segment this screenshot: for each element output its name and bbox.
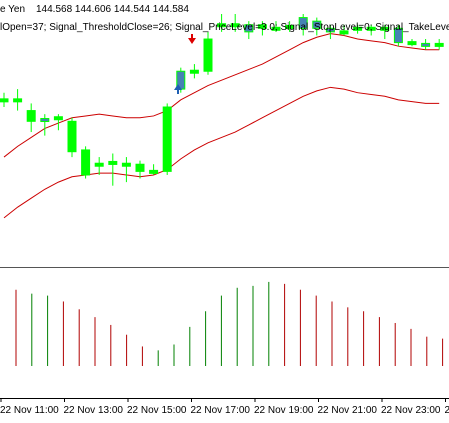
candle-body xyxy=(353,26,363,31)
candle-body xyxy=(298,17,308,29)
candle-body xyxy=(0,98,9,103)
candle xyxy=(421,39,431,50)
candle xyxy=(257,21,267,36)
time-tick-label: 22 Nov 21:00 xyxy=(318,405,378,416)
time-tick-label: 22 Nov 19:00 xyxy=(254,405,314,416)
expert-params-label: lOpen=37; Signal_ThresholdClose=26; Sign… xyxy=(0,22,449,33)
candle xyxy=(312,17,322,36)
candle xyxy=(203,31,213,75)
candle xyxy=(67,117,77,158)
time-tick-label: 22 Nov 15:00 xyxy=(127,405,187,416)
candle xyxy=(40,114,50,136)
candle-body xyxy=(393,27,403,44)
candle xyxy=(325,24,335,40)
time-tick-label: 22 Nov 17:00 xyxy=(191,405,251,416)
candle-body xyxy=(312,20,322,29)
candle xyxy=(0,92,9,107)
candle-body xyxy=(53,116,63,121)
candle-body xyxy=(285,25,295,30)
candle-body xyxy=(40,118,50,123)
candle-body xyxy=(339,30,349,35)
candle-body xyxy=(421,42,431,47)
candle xyxy=(366,24,376,36)
candle xyxy=(393,24,403,47)
candle-body xyxy=(434,42,444,47)
time-tick-label: 22 Nov 23:00 xyxy=(381,405,441,416)
candle-body xyxy=(380,26,390,31)
candle-body xyxy=(121,162,131,167)
oscillator-panel[interactable] xyxy=(15,281,444,366)
candle xyxy=(135,160,145,179)
candle xyxy=(217,14,227,32)
candle-body xyxy=(217,23,227,28)
candle xyxy=(353,24,363,34)
candle xyxy=(339,24,349,36)
ohlc-readout: 144.568 144.606 144.544 144.584 xyxy=(36,4,189,15)
candle xyxy=(94,157,104,175)
buy-arrow-icon xyxy=(174,84,182,94)
time-tick-label: 22 Nov 11:00 xyxy=(0,405,59,416)
candle xyxy=(407,39,417,47)
candle xyxy=(53,114,63,131)
envelope-lower-line xyxy=(3,86,440,219)
candle-body xyxy=(81,149,91,176)
price-panel[interactable] xyxy=(0,14,444,219)
candle-body xyxy=(67,120,77,153)
time-tick-label: 22 Nov 13:00 xyxy=(64,405,124,416)
candle-body xyxy=(135,163,145,172)
candle xyxy=(162,103,172,175)
candle-body xyxy=(13,98,23,103)
time-tick-label: 23 xyxy=(445,405,449,416)
candle-body xyxy=(94,162,104,167)
candle xyxy=(271,21,281,32)
candle xyxy=(108,153,118,186)
candle-body xyxy=(325,27,335,33)
candle-body xyxy=(230,23,240,28)
candle xyxy=(149,164,159,175)
candle-body xyxy=(162,106,172,172)
candle xyxy=(189,64,199,79)
candle xyxy=(81,146,91,179)
candle xyxy=(13,89,23,111)
envelope-upper-line xyxy=(3,33,440,158)
candle-body xyxy=(149,169,159,174)
candle xyxy=(298,14,308,36)
candle-body xyxy=(189,69,199,74)
candle-body xyxy=(257,24,267,29)
candle-body xyxy=(271,26,281,31)
sell-arrow-icon xyxy=(188,34,196,44)
candle xyxy=(434,39,444,50)
candle xyxy=(121,157,131,183)
candle-body xyxy=(366,26,376,31)
candle-body xyxy=(244,24,254,33)
candle-body xyxy=(108,160,118,165)
candle-body xyxy=(407,41,417,46)
candle-body xyxy=(203,38,213,72)
candle xyxy=(380,24,390,40)
symbol-label: e Yen xyxy=(0,4,25,15)
candle xyxy=(244,21,254,40)
time-axis: 22 Nov 11:00 22 Nov 13:00 22 Nov 15:00 22 N… xyxy=(0,398,449,416)
candle xyxy=(285,21,295,32)
candle-body xyxy=(26,110,36,122)
candle xyxy=(230,14,240,32)
candle xyxy=(26,103,36,133)
